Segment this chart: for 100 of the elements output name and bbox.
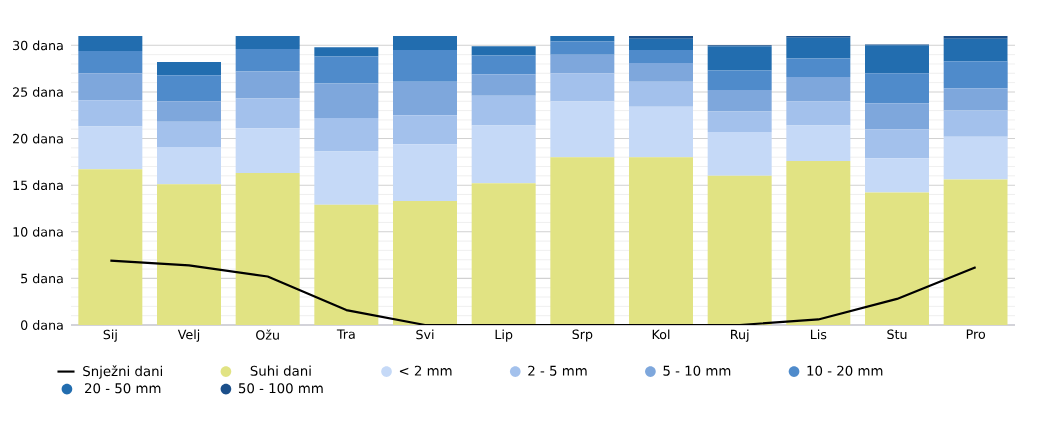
bar <box>707 132 772 176</box>
y-tick-label: 10 dana <box>13 226 63 237</box>
bar <box>629 81 693 107</box>
x-tick-label: Ruj <box>731 329 749 342</box>
bar <box>943 136 1008 180</box>
bar <box>943 38 1008 62</box>
bar <box>393 36 458 50</box>
bar <box>471 46 536 56</box>
legend-label: < 2 mm <box>399 365 452 376</box>
bar <box>393 81 458 116</box>
bar <box>471 183 536 325</box>
bar <box>314 204 379 325</box>
bar <box>78 126 143 170</box>
bar <box>471 125 536 184</box>
bar <box>235 128 300 174</box>
x-tick-label: Lis <box>810 329 827 340</box>
bar <box>629 38 693 50</box>
bar <box>314 56 379 84</box>
bar <box>865 129 929 159</box>
bar <box>550 157 615 325</box>
x-tick-label: Pro <box>966 329 986 339</box>
legend-label: 50 - 100 mm <box>238 383 323 394</box>
bar <box>865 103 929 130</box>
bar <box>471 95 536 126</box>
bar <box>393 201 458 325</box>
bar <box>235 71 300 99</box>
bar <box>393 115 458 145</box>
bar <box>786 37 851 59</box>
bar <box>707 111 772 133</box>
legend-label: 20 - 50 mm <box>85 383 161 394</box>
legend-label: 2 - 5 mm <box>528 365 587 376</box>
bar <box>157 101 222 122</box>
bar <box>707 46 772 71</box>
bar <box>157 75 222 102</box>
bar <box>157 146 222 185</box>
bar <box>314 151 379 205</box>
x-tick-label: Svi <box>416 329 434 340</box>
bar <box>471 74 536 96</box>
bar <box>943 36 1008 39</box>
bar <box>78 169 143 325</box>
y-tick-label: 5 dana <box>21 273 63 284</box>
y-tick-label: 0 dana <box>21 320 63 330</box>
x-tick-label: Tra <box>336 329 355 339</box>
bar <box>78 36 143 51</box>
bar <box>78 100 143 127</box>
bar <box>629 157 693 325</box>
bar <box>78 73 143 101</box>
bar <box>629 49 693 64</box>
bar <box>471 55 536 75</box>
bar <box>157 184 222 325</box>
x-tick-label: Lip <box>495 329 513 342</box>
x-tick-label: Stu <box>887 329 907 340</box>
y-tick-label: 25 dana <box>13 87 63 97</box>
bar <box>78 50 143 74</box>
bar <box>943 61 1008 89</box>
bar <box>550 54 615 74</box>
bar <box>235 49 300 72</box>
bar <box>865 45 929 74</box>
bar <box>235 36 300 50</box>
legend-label: 5 - 10 mm <box>663 365 731 376</box>
bar <box>550 101 615 158</box>
x-tick-label: Ožu <box>256 329 279 340</box>
y-tick-label: 15 dana <box>13 180 63 191</box>
y-tick-label: 30 dana <box>13 40 63 51</box>
bar <box>786 58 851 78</box>
bar <box>707 70 772 91</box>
bar <box>235 173 300 325</box>
legend-label: 10 - 20 mm <box>807 365 883 376</box>
bar <box>786 77 851 102</box>
bar <box>235 98 300 129</box>
bar <box>786 160 851 325</box>
y-tick-label: 20 dana <box>13 133 63 144</box>
bar <box>550 36 615 42</box>
x-tick-label: Srp <box>572 329 593 342</box>
bar <box>314 83 379 119</box>
bar <box>314 118 379 152</box>
bar <box>865 73 929 104</box>
bar <box>314 47 379 57</box>
bar <box>786 101 851 126</box>
bar <box>707 175 772 325</box>
x-tick-label: Sij <box>103 329 117 342</box>
bar <box>707 90 772 112</box>
bar <box>865 158 929 193</box>
bar <box>393 49 458 82</box>
bar <box>550 73 615 102</box>
bar <box>943 179 1008 325</box>
bar <box>393 144 458 202</box>
x-tick-label: Kol <box>652 329 670 340</box>
bar <box>629 106 693 158</box>
bar <box>786 125 851 161</box>
bar <box>629 36 693 39</box>
legend-label: Snježni dani <box>83 365 163 379</box>
bar <box>157 121 222 147</box>
bar <box>550 41 615 55</box>
bar <box>629 63 693 82</box>
legend-label: Suhi dani <box>250 365 311 376</box>
bar <box>943 88 1008 111</box>
x-tick-label: Velj <box>177 329 200 342</box>
bar <box>865 192 929 325</box>
bar <box>943 110 1008 137</box>
